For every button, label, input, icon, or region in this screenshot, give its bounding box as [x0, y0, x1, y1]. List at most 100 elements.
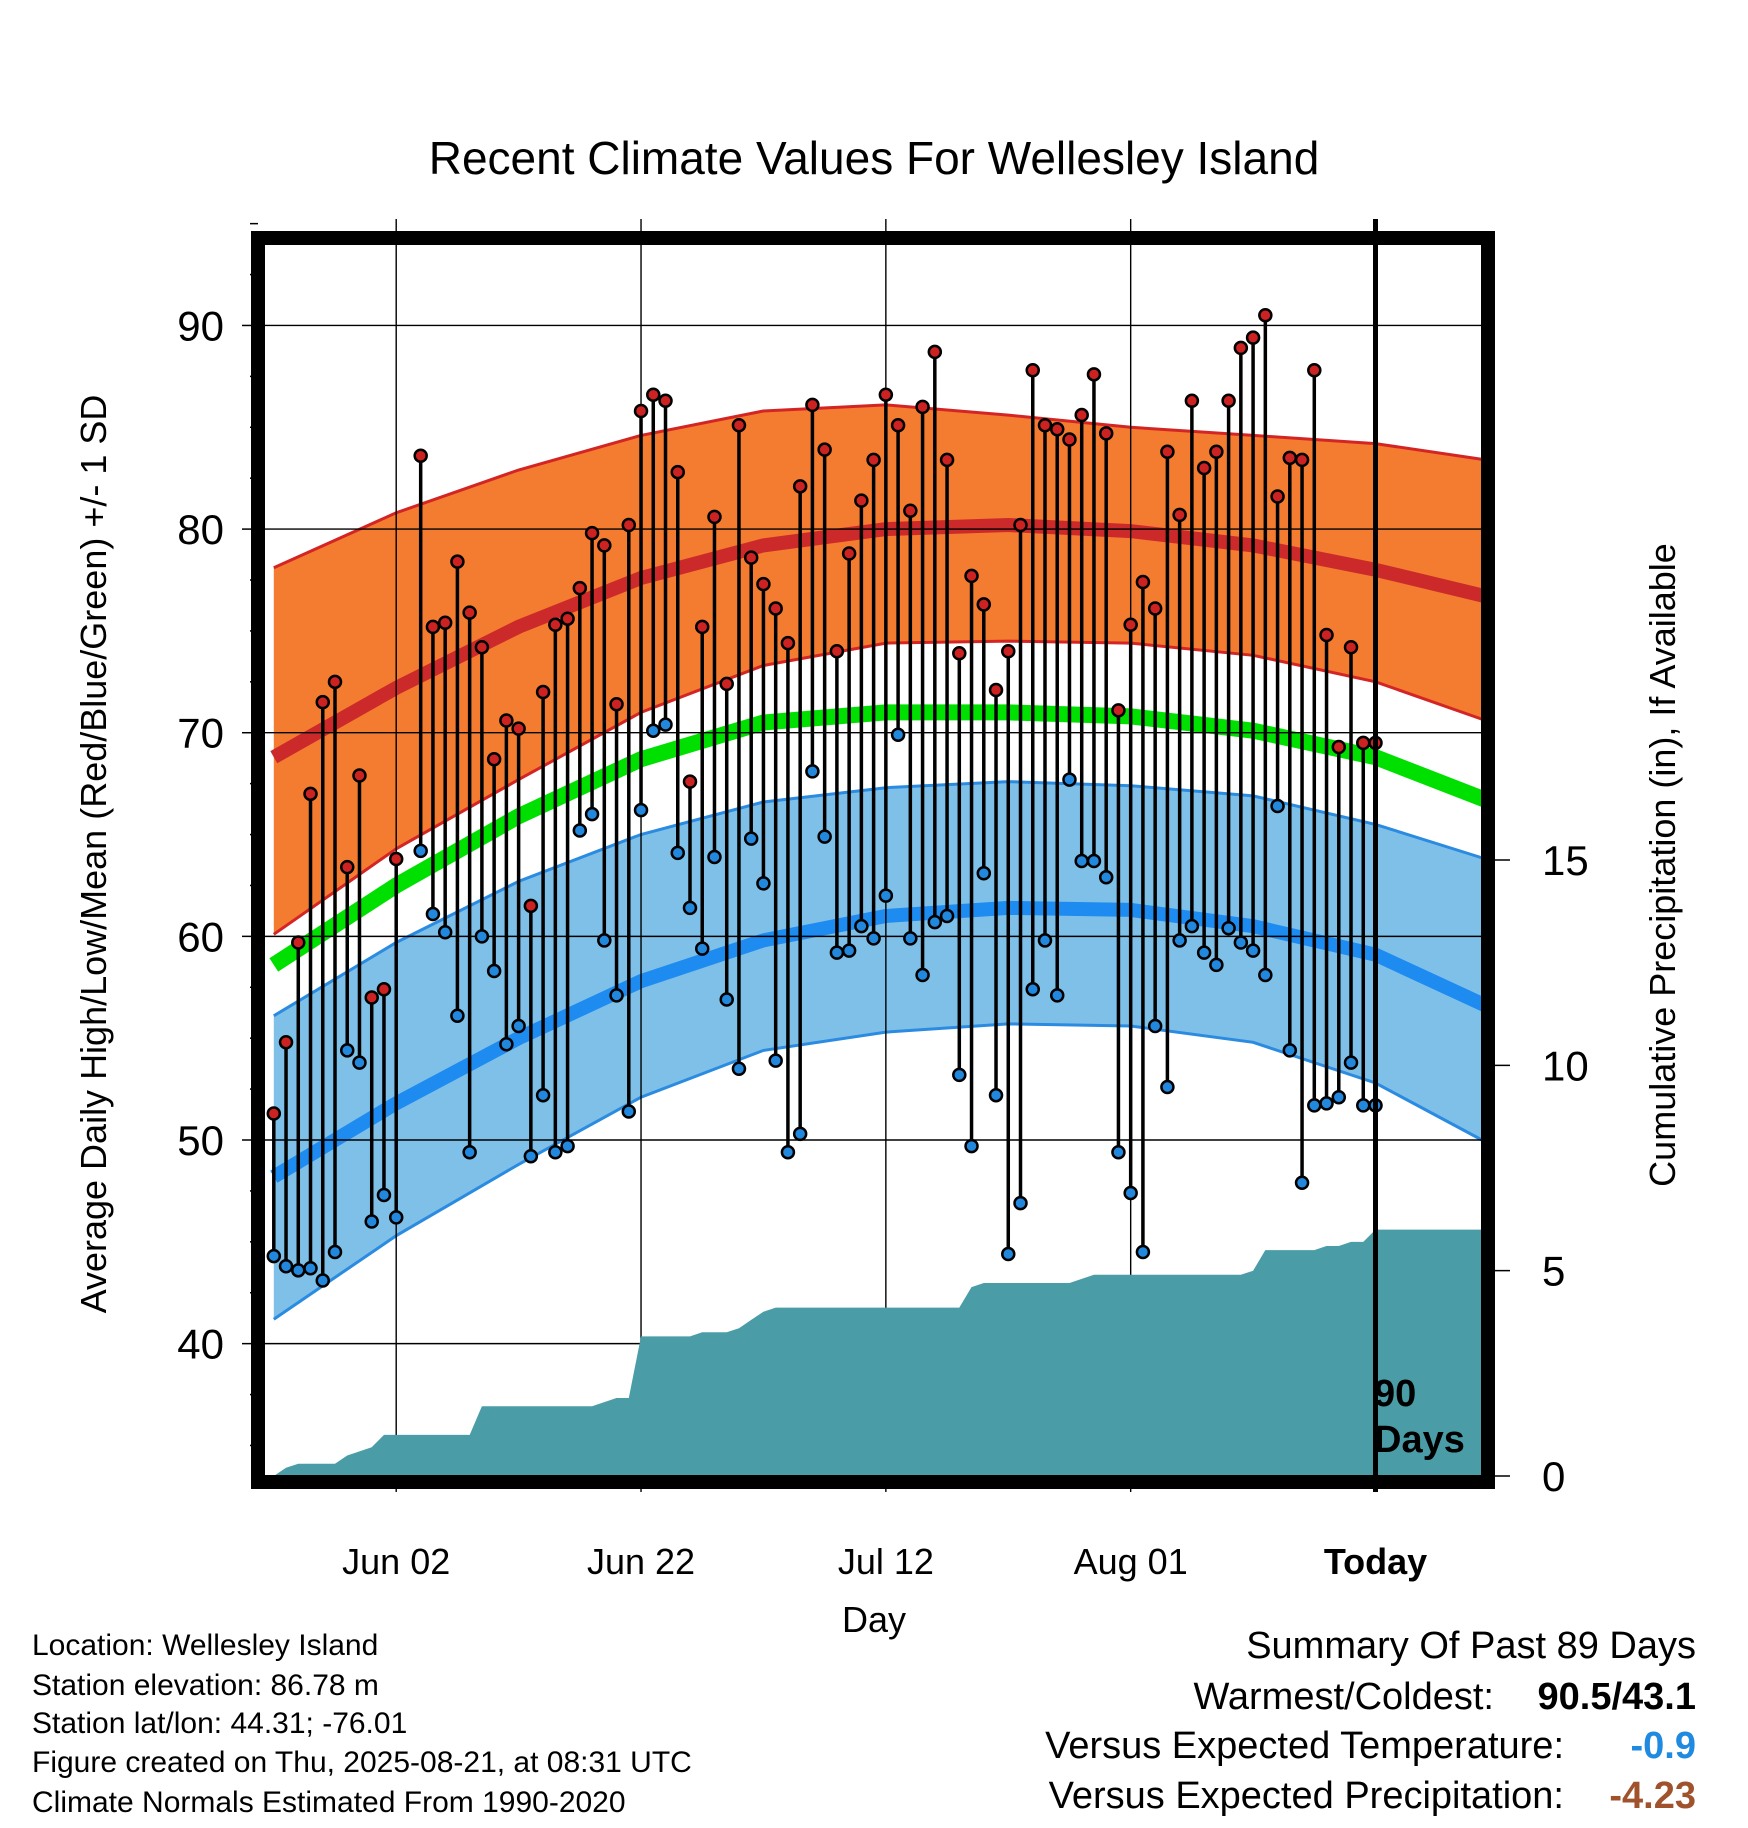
- footer-info: Location: Wellesley Island Station eleva…: [32, 1629, 692, 1819]
- y2-tick-label-10: 10: [1542, 1042, 1589, 1089]
- high-point: [352, 768, 367, 783]
- footer-latlon: Station lat/lon: 44.31; -76.01: [32, 1707, 407, 1740]
- days-annotation-line1: 90: [1374, 1373, 1416, 1415]
- low-point: [315, 1273, 331, 1288]
- footer-location: Location: Wellesley Island: [32, 1629, 378, 1662]
- low-point: [780, 1144, 796, 1160]
- high-point: [278, 1035, 294, 1050]
- summary-precip-value: -4.23: [1609, 1775, 1696, 1817]
- high-point: [731, 417, 747, 433]
- x-tick-label-2: Jul 12: [838, 1541, 934, 1582]
- low-point: [474, 929, 490, 944]
- high-point: [1123, 617, 1138, 633]
- low-point: [854, 918, 869, 934]
- high-point: [535, 684, 551, 700]
- high-point: [805, 397, 820, 413]
- y-tick-label-60: 60: [177, 913, 224, 960]
- low-point: [768, 1053, 783, 1068]
- high-point: [1258, 308, 1273, 323]
- low-point: [450, 1008, 465, 1024]
- low-point: [364, 1214, 379, 1229]
- high-point: [1343, 639, 1359, 655]
- high-point: [327, 674, 343, 690]
- high-point: [890, 417, 906, 433]
- high-point: [376, 982, 392, 997]
- low-point: [339, 1043, 355, 1058]
- low-point: [584, 806, 600, 822]
- low-point: [939, 908, 955, 924]
- high-point: [1184, 393, 1200, 409]
- low-point: [388, 1210, 404, 1225]
- high-point: [1172, 507, 1187, 523]
- low-point: [1245, 943, 1261, 958]
- low-point: [1184, 918, 1200, 934]
- y-axis-label: Average Daily High/Low/Mean (Red/Blue/Gr…: [73, 395, 114, 1314]
- low-point: [1098, 870, 1114, 885]
- high-point: [1037, 417, 1053, 433]
- low-point: [792, 1126, 808, 1142]
- high-point: [1270, 489, 1285, 504]
- x-axis-label: Day: [842, 1599, 906, 1640]
- high-point: [854, 493, 869, 508]
- low-point: [1086, 853, 1102, 869]
- y2-tick-label-15: 15: [1542, 837, 1589, 884]
- low-point: [976, 865, 992, 881]
- high-point: [486, 751, 502, 767]
- high-point: [1209, 444, 1224, 459]
- low-point: [1331, 1089, 1347, 1105]
- high-point: [1196, 460, 1212, 476]
- low-point: [486, 963, 502, 979]
- low-point: [597, 933, 612, 948]
- summary-temp-value: -0.9: [1631, 1725, 1696, 1767]
- high-point: [1282, 450, 1298, 466]
- low-point: [646, 723, 661, 738]
- low-point: [1356, 1098, 1371, 1113]
- high-point: [450, 554, 465, 569]
- low-point: [511, 1018, 526, 1034]
- high-point: [866, 452, 881, 468]
- summary-warmest-label: Warmest/Coldest:: [1193, 1676, 1494, 1718]
- low-point: [1013, 1195, 1028, 1211]
- low-point: [1319, 1096, 1334, 1111]
- high-point: [1001, 644, 1016, 659]
- low-point: [988, 1087, 1004, 1103]
- low-point: [1233, 935, 1249, 950]
- high-point: [1025, 363, 1040, 378]
- high-point: [1098, 426, 1114, 441]
- y2-tick-label-0: 0: [1542, 1453, 1565, 1500]
- daily-observations: [266, 308, 1383, 1288]
- high-point: [1160, 444, 1175, 459]
- low-point: [1160, 1079, 1175, 1095]
- low-point: [462, 1144, 477, 1160]
- low-point: [707, 849, 722, 865]
- summary-box: Summary Of Past 89 Days Warmest/Coldest:…: [1045, 1625, 1696, 1817]
- high-point: [1307, 363, 1322, 378]
- high-point: [952, 646, 967, 661]
- low-point: [1025, 982, 1040, 997]
- low-point: [1282, 1043, 1298, 1058]
- high-point: [1331, 739, 1347, 755]
- low-point: [523, 1149, 539, 1164]
- high-point: [1074, 407, 1089, 423]
- high-point: [499, 713, 514, 728]
- high-point: [1013, 517, 1028, 533]
- high-point: [425, 619, 441, 635]
- low-point: [352, 1055, 367, 1070]
- high-point: [1221, 393, 1236, 409]
- low-point: [670, 845, 686, 861]
- high-point: [315, 694, 331, 710]
- low-point: [890, 727, 906, 743]
- y2-axis-label: Cumulative Precipitation (in), If Availa…: [1642, 543, 1683, 1187]
- high-point: [364, 990, 379, 1005]
- high-point: [413, 448, 428, 464]
- summary-precip-label: Versus Expected Precipitation:: [1049, 1775, 1564, 1817]
- low-point: [952, 1067, 967, 1083]
- low-point: [817, 829, 832, 844]
- high-point: [1135, 574, 1151, 590]
- high-point: [462, 605, 477, 620]
- summary-warmest-value: 90.5/43.1: [1538, 1676, 1696, 1718]
- low-point: [499, 1037, 514, 1052]
- high-point: [597, 538, 612, 553]
- high-point: [646, 387, 661, 402]
- low-point: [633, 802, 649, 818]
